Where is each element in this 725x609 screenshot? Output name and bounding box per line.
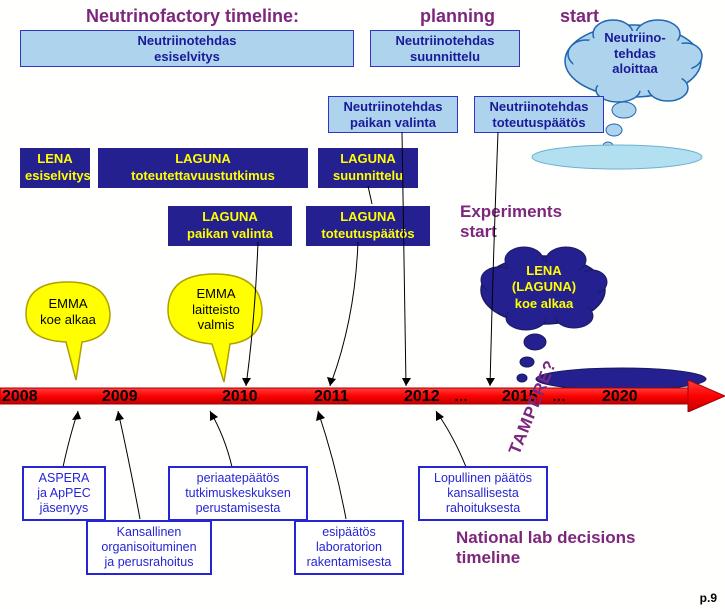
cloud-light-text: Neutriino- tehdas aloittaa [585,30,685,77]
callout-emma-koe [18,276,118,386]
year-2008: 2008 [2,388,38,406]
year-dots2: … [552,388,566,404]
box-laguna-totpaat: LAGUNA toteutuspäätös [306,206,430,246]
box-lopullinen: Lopullinen päätös kansallisesta rahoituk… [418,466,548,521]
heading-nf-timeline: Neutrinofactory timeline: [86,6,299,27]
year-2020: 2020 [602,388,638,406]
box-aspera: ASPERA ja ApPEC jäsenyys [22,466,106,521]
oval-light [530,143,705,171]
box-laguna-suun: LAGUNA suunnittelu [318,148,418,188]
box-nt-esiselvitys: Neutriinotehdas esiselvitys [20,30,354,67]
callout-emma-lait-text: EMMA laitteisto valmis [176,286,256,333]
box-laguna-tot: LAGUNA toteutettavuustutkimus [98,148,308,188]
box-lena-esis: LENA esiselvitys [20,148,90,188]
year-2012: 2012 [404,388,440,406]
callout-emma-koe-text: EMMA koe alkaa [28,296,108,327]
year-2011: 2011 [314,388,349,406]
heading-planning: planning [420,6,495,27]
year-2009: 2009 [102,388,138,406]
heading-national-lab: National lab decisions timeline [456,528,636,569]
box-nt-paikan: Neutriinotehdas paikan valinta [328,96,458,133]
year-dots1: … [454,388,468,404]
year-2010: 2010 [222,388,258,406]
page-number: p.9 [700,591,717,605]
box-esipaatos: esipäätös laboratorion rakentamisesta [294,520,404,575]
box-laguna-paikan: LAGUNA paikan valinta [168,206,292,246]
cloud-dark-text: LENA (LAGUNA) koe alkaa [492,263,596,312]
heading-experiments: Experiments start [460,202,562,243]
box-nt-toteutus: Neutriinotehdas toteutuspäätös [474,96,604,133]
box-periaate: periaatepäätös tutkimuskeskuksen perusta… [168,466,308,521]
box-nt-suunnittelu: Neutriinotehdas suunnittelu [370,30,520,67]
box-kansallinen: Kansallinen organisoituminen ja perusrah… [86,520,212,575]
